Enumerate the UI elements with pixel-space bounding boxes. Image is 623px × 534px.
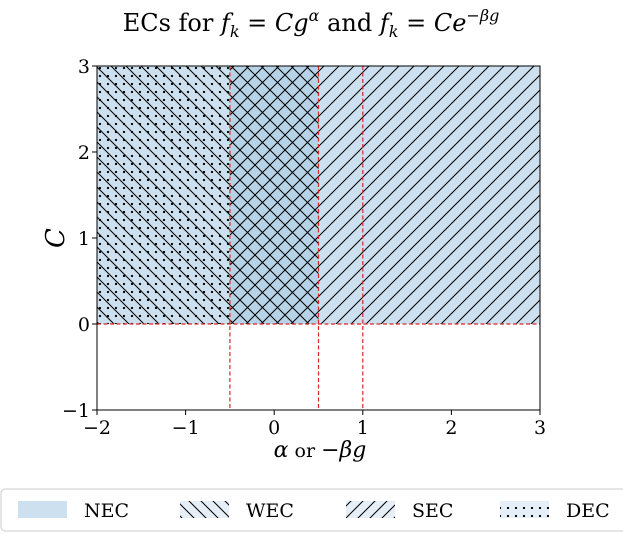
legend-swatch-wec <box>180 501 229 518</box>
legend-swatch-dec <box>500 501 549 518</box>
x-tick-label: 2 <box>445 417 457 439</box>
legend: NEC WEC SEC DEC <box>0 488 623 532</box>
legend-frame <box>0 488 623 532</box>
legend-label-sec: SEC <box>412 500 453 522</box>
legend-label-wec: WEC <box>246 500 294 522</box>
y-tick-label: 3 <box>78 56 90 78</box>
region-layer <box>97 66 540 324</box>
legend-label-nec: NEC <box>84 500 129 522</box>
x-tick-label: 0 <box>268 417 280 439</box>
x-tick-label: −1 <box>172 417 200 439</box>
y-tick-label: −1 <box>62 400 90 422</box>
legend-label-dec: DEC <box>566 500 610 522</box>
y-tick-label: 1 <box>78 228 90 250</box>
boundary-layer <box>97 66 540 410</box>
region-dec <box>97 66 230 324</box>
x-axis: −2 −1 0 1 2 3 <box>83 410 546 439</box>
x-tick-label: 3 <box>534 417 546 439</box>
chart-title: ECs for fk = Cgα and fk = Ce−βg <box>123 6 500 41</box>
legend-swatch-sec <box>346 501 395 518</box>
region-sec <box>229 66 540 324</box>
legend-swatch-nec <box>18 501 67 518</box>
y-tick-label: 2 <box>78 142 90 164</box>
y-axis-label: C <box>41 228 71 248</box>
y-axis: −1 0 1 2 3 <box>62 56 97 422</box>
x-axis-label: α or −βg <box>274 438 367 463</box>
y-tick-label: 0 <box>78 314 90 336</box>
x-tick-label: −2 <box>83 417 111 439</box>
x-tick-label: 1 <box>357 417 369 439</box>
